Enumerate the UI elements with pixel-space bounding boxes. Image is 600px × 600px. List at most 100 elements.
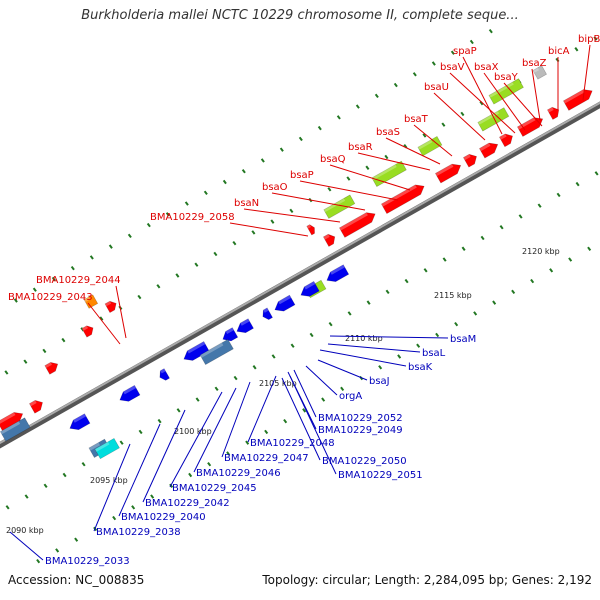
- gene-feature[interactable]: [94, 437, 120, 460]
- gene-label[interactable]: BMA10229_2043: [8, 292, 93, 303]
- gene-label[interactable]: bicA: [548, 46, 570, 57]
- gene-label[interactable]: BMA10229_2058: [150, 212, 235, 223]
- highlighted-gene[interactable]: [477, 107, 510, 132]
- gene-label[interactable]: spaP: [453, 46, 477, 57]
- tick-mark: [43, 483, 48, 488]
- label-leader-line: [229, 222, 309, 237]
- reverse-gene[interactable]: [157, 368, 170, 383]
- forward-gene[interactable]: [478, 140, 500, 159]
- forward-gene[interactable]: [562, 86, 595, 111]
- forward-gene[interactable]: [0, 409, 25, 432]
- gene-label[interactable]: bsaT: [404, 114, 429, 125]
- reverse-gene[interactable]: [260, 307, 273, 322]
- label-leader-line: [327, 343, 421, 353]
- label-leader-line: [531, 68, 541, 121]
- tick-label: 2100 kbp: [174, 427, 212, 436]
- gene-label[interactable]: BMA10229_2033: [45, 556, 130, 567]
- reverse-gene[interactable]: [181, 341, 210, 364]
- tick-mark: [146, 222, 151, 228]
- gene-label[interactable]: bsaZ: [522, 58, 547, 69]
- gene-label[interactable]: bsaS: [376, 127, 400, 138]
- tick-mark: [36, 558, 41, 564]
- gene-label[interactable]: bsaN: [234, 198, 259, 209]
- tick-mark: [385, 289, 390, 295]
- gene-label[interactable]: bsaL: [422, 348, 446, 359]
- tick-mark: [108, 244, 113, 249]
- forward-gene[interactable]: [322, 232, 337, 247]
- forward-gene[interactable]: [28, 398, 45, 414]
- tick-mark: [207, 462, 212, 467]
- gene-label[interactable]: BMA10229_2050: [322, 456, 407, 467]
- gene-label[interactable]: BMA10229_2047: [224, 453, 309, 464]
- gene-label[interactable]: orgA: [339, 391, 362, 402]
- gene-label[interactable]: BMA10229_2051: [338, 470, 423, 481]
- label-leader-line: [93, 443, 131, 532]
- tick-mark: [112, 515, 117, 521]
- highlighted-gene[interactable]: [83, 294, 99, 309]
- reverse-gene[interactable]: [298, 281, 320, 299]
- gene-label[interactable]: BMA10229_2052: [318, 413, 403, 424]
- gene-label[interactable]: BMA10229_2046: [196, 468, 281, 479]
- gene-label[interactable]: bsaV: [440, 62, 465, 73]
- gene-label[interactable]: bsaM: [450, 334, 476, 345]
- reverse-gene[interactable]: [117, 384, 141, 404]
- gene-label[interactable]: bsaR: [348, 142, 373, 153]
- forward-gene[interactable]: [44, 360, 60, 375]
- tick-mark: [518, 214, 523, 219]
- gene-label[interactable]: bsaJ: [369, 376, 390, 387]
- forward-gene[interactable]: [498, 131, 515, 148]
- tick-mark: [574, 47, 579, 52]
- gene-feature[interactable]: [0, 417, 31, 442]
- gene-label[interactable]: bsaX: [474, 62, 499, 73]
- tick-mark: [184, 201, 189, 206]
- label-leader-line: [247, 375, 277, 443]
- gene-label[interactable]: bsaO: [262, 182, 288, 193]
- footer: Accession: NC_008835 Topology: circular;…: [0, 573, 600, 593]
- gene-label[interactable]: bsaK: [408, 362, 433, 373]
- gene-label[interactable]: BMA10229_2049: [318, 425, 403, 436]
- accession-text: Accession: NC_008835: [8, 573, 145, 587]
- pseudo-gene[interactable]: [532, 65, 547, 80]
- gene-label[interactable]: BMA10229_2042: [145, 498, 230, 509]
- forward-gene[interactable]: [81, 324, 96, 338]
- highlighted-gene[interactable]: [323, 194, 356, 219]
- reverse-gene[interactable]: [234, 318, 254, 336]
- highlighted-gene[interactable]: [417, 135, 443, 157]
- highlighted-gene[interactable]: [371, 160, 407, 187]
- forward-gene[interactable]: [380, 181, 426, 215]
- gene-label[interactable]: BMA10229_2040: [121, 512, 206, 523]
- reverse-gene[interactable]: [67, 413, 91, 433]
- forward-gene[interactable]: [546, 105, 561, 120]
- gene-label[interactable]: bsaQ: [320, 154, 346, 165]
- tick-mark: [593, 36, 598, 41]
- gene-label[interactable]: bsaU: [424, 82, 449, 93]
- tick-mark: [264, 429, 269, 435]
- forward-gene[interactable]: [516, 114, 545, 137]
- forward-gene[interactable]: [434, 161, 463, 184]
- forward-gene[interactable]: [462, 152, 479, 168]
- gene-label[interactable]: BMA10229_2044: [36, 275, 121, 286]
- reverse-gene[interactable]: [324, 264, 350, 285]
- gene-label[interactable]: BMA10229_2038: [96, 527, 181, 538]
- tick-mark: [397, 354, 402, 359]
- reverse-gene[interactable]: [272, 294, 296, 314]
- forward-gene[interactable]: [338, 209, 377, 238]
- label-leader-line: [317, 359, 368, 381]
- gene-feature[interactable]: [199, 338, 234, 366]
- tick-label: 2095 kbp: [90, 476, 128, 485]
- tick-mark: [416, 343, 421, 348]
- forward-gene[interactable]: [104, 299, 119, 314]
- label-leader-line: [385, 137, 441, 165]
- gene-label[interactable]: BMA10229_2045: [172, 483, 257, 494]
- forward-gene[interactable]: [306, 223, 317, 236]
- label-leader-line: [193, 387, 237, 473]
- gene-label[interactable]: bsaP: [290, 170, 314, 181]
- tick-mark: [226, 451, 231, 456]
- label-leader-line: [289, 375, 337, 475]
- gene-label[interactable]: bipB: [578, 34, 600, 45]
- gene-label[interactable]: bsaY: [494, 72, 519, 83]
- highlighted-gene[interactable]: [488, 78, 524, 105]
- tick-mark: [317, 125, 322, 131]
- gene-label[interactable]: BMA10229_2048: [250, 438, 335, 449]
